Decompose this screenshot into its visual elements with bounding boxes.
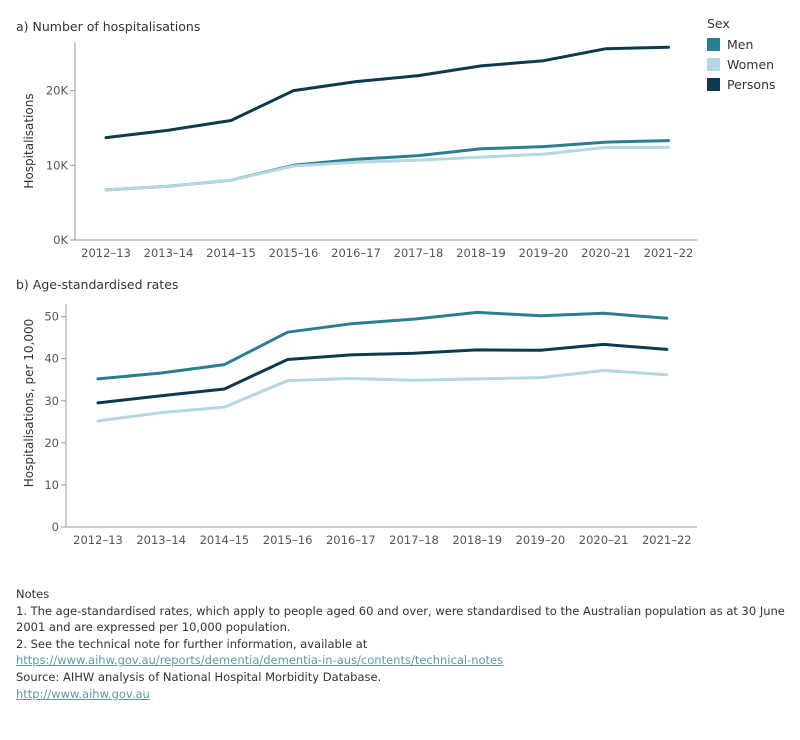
notes-heading: Notes: [16, 587, 50, 601]
chart-a-y-axis-label: Hospitalisations: [22, 93, 36, 188]
chart-a-x-tick-label: 2018–19: [456, 246, 506, 260]
chart-b-x-tick-label: 2015–16: [263, 533, 313, 547]
chart-b-title: b) Age-standardised rates: [16, 277, 179, 292]
chart-b-y-tick-label: 30: [44, 394, 59, 408]
legend-item-persons[interactable]: Persons: [707, 74, 776, 94]
chart-a-y-tick-label: 0K: [53, 233, 68, 247]
note-1: 1. The age-standardised rates, which app…: [16, 603, 785, 635]
legend-item-men[interactable]: Men: [707, 34, 776, 54]
source-note: Source: AIHW analysis of National Hospit…: [16, 669, 382, 684]
legend-swatch-persons: [707, 77, 720, 91]
chart-a-series-women: [104, 145, 670, 192]
note-2: 2. See the technical note for further in…: [16, 636, 368, 651]
legend-label-men: Men: [727, 36, 754, 52]
chart-b-x-tick-label: 2018–19: [452, 533, 502, 547]
aihw-link[interactable]: http://www.aihw.gov.au: [16, 686, 150, 701]
chart-a-x-tick-label: 2012–13: [81, 246, 131, 260]
chart-b-series-women: [96, 369, 669, 423]
chart-b-series-persons: [96, 342, 669, 405]
legend-title: Sex: [707, 16, 730, 31]
technical-notes-link[interactable]: https://www.aihw.gov.au/reports/dementia…: [16, 653, 504, 668]
legend-label-women: Women: [727, 56, 775, 72]
chart-b-x-tick-label: 2013–14: [136, 533, 186, 547]
legend-label-persons: Persons: [727, 76, 776, 92]
legend-swatch-men: [707, 37, 720, 51]
chart-b-y-axis-label: Hospitalisations, per 10,000: [22, 319, 36, 488]
chart-b-x-tick-label: 2021–22: [642, 533, 692, 547]
chart-a-x-tick-label: 2019–20: [519, 246, 569, 260]
chart-b-y-tick-label: 0: [52, 520, 59, 534]
chart-a-series-men: [104, 139, 670, 192]
chart-b-y-tick-label: 40: [44, 352, 59, 366]
chart-b-y-tick-label: 10: [44, 478, 59, 492]
notes: Notes 1. The age-standardised rates, whi…: [16, 586, 791, 702]
chart-b-x-tick-label: 2017–18: [389, 533, 439, 547]
chart-b-age-standardised-rates: 0 10 20 30 40 50 2012–13 2013–14 2014–15 2015–16 2…: [22, 304, 697, 547]
chart-a-x-tick-label: 2014–15: [206, 246, 256, 260]
chart-a-hospitalisations: 0K 10K 20K 2012–13 2013–14 2014–15 2015–16 2016…: [22, 42, 697, 260]
chart-b-x-tick-label: 2020–21: [579, 533, 629, 547]
chart-b-x-tick-label: 2014–15: [200, 533, 250, 547]
chart-a-x-tick-label: 2013–14: [144, 246, 194, 260]
legend-swatch-women: [707, 57, 720, 71]
chart-b-y-tick-label: 20: [44, 436, 59, 450]
chart-b-y-tick-label: 50: [44, 310, 59, 324]
chart-b-series-men: [96, 310, 669, 381]
chart-a-x-tick-label: 2016–17: [331, 246, 381, 260]
chart-a-series-persons: [104, 45, 670, 140]
legend-item-women[interactable]: Women: [707, 54, 776, 74]
chart-a-x-tick-label: 2015–16: [269, 246, 319, 260]
chart-a-x-tick-label: 2021–22: [644, 246, 694, 260]
legend: Sex Men Women Persons: [707, 16, 776, 94]
chart-a-x-tick-label: 2020–21: [581, 246, 631, 260]
chart-a-title: a) Number of hospitalisations: [16, 19, 201, 34]
chart-b-x-tick-label: 2012–13: [73, 533, 123, 547]
chart-b-x-tick-label: 2016–17: [326, 533, 376, 547]
chart-b-x-tick-label: 2019–20: [516, 533, 566, 547]
chart-a-x-tick-label: 2017–18: [394, 246, 444, 260]
chart-a-y-tick-label: 20K: [46, 84, 69, 98]
chart-a-y-tick-label: 10K: [46, 158, 69, 172]
